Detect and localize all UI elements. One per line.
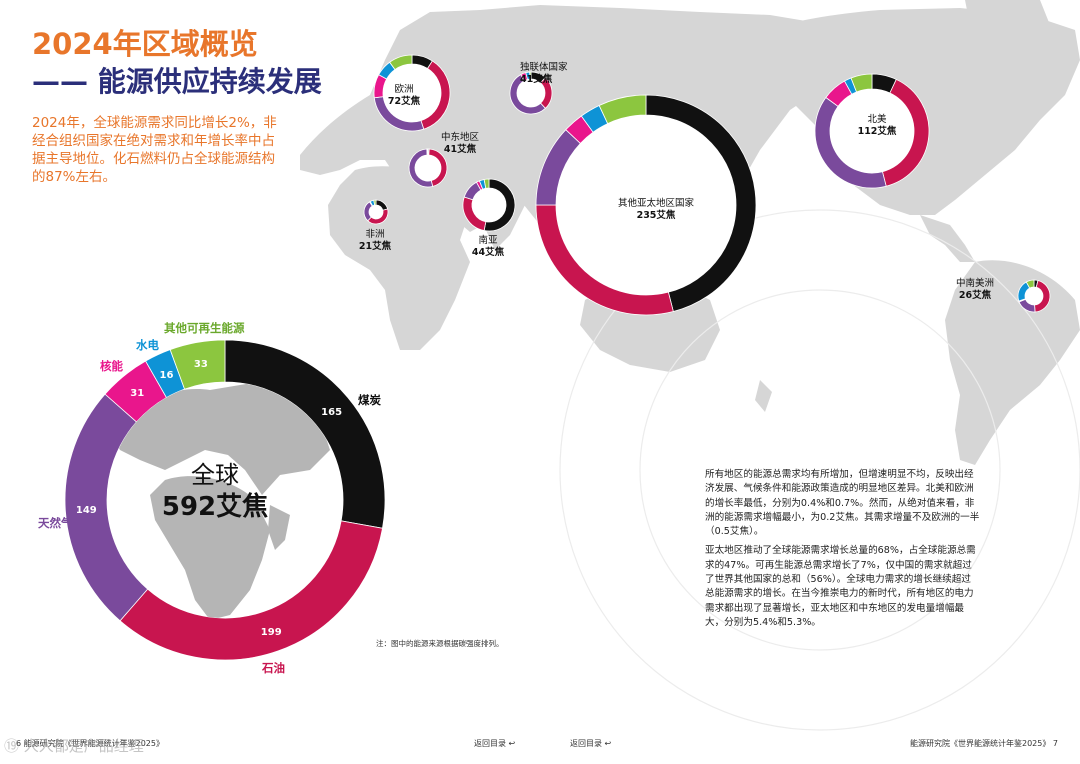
region-south-asia-donut — [462, 178, 516, 232]
footer-left: 6 能源研究院《世界能源统计年鉴2025》 — [16, 739, 164, 748]
region-middle-east-donut — [408, 148, 448, 188]
region-value: 26艾焦 — [958, 290, 992, 301]
region-label-north-america: 北美 112艾焦 — [852, 114, 902, 138]
source-label-gas: 天然气 — [38, 516, 73, 530]
globe-land — [110, 382, 330, 618]
page-subtitle: —— 能源供应持续发展 — [32, 65, 322, 98]
source-label-oil: 石油 — [262, 661, 285, 675]
region-s-c-america-donut — [1017, 279, 1051, 313]
region-europe-donut — [373, 54, 451, 132]
region-value: 21艾焦 — [358, 241, 392, 252]
region-middle-east-donut-hole — [415, 155, 441, 181]
global-value-label-renewables: 33 — [194, 359, 208, 370]
page-title: 2024年区域概览 — [32, 27, 258, 61]
global-value-label-nuclear: 31 — [130, 388, 144, 399]
region-south-asia-segment-renewables — [483, 178, 490, 189]
region-africa-donut — [363, 199, 389, 225]
global-center-label: 全球 592艾焦 — [140, 460, 290, 524]
region-value: 44艾焦 — [471, 247, 505, 258]
footer-right: 能源研究院《世界能源统计年鉴2025》 7 — [910, 739, 1058, 748]
region-name: 非洲 — [365, 229, 385, 240]
source-label-nuclear: 核能 — [100, 359, 123, 373]
region-value: 41艾焦 — [443, 144, 477, 155]
region-label-other-apac: 其他亚太地区国家 235艾焦 — [596, 198, 716, 222]
region-north-america-donut — [814, 73, 930, 189]
region-name: 独联体国家 — [520, 62, 568, 73]
body-text: 所有地区的能源总需求均有所增加，但增速明显不均，反映出经济发展、气候条件和能源政… — [705, 468, 980, 635]
region-label-south-asia: 南亚 44艾焦 — [466, 235, 510, 259]
intro-paragraph: 2024年，全球能源需求同比增长2%，非经合组织国家在绝对需求和年增长率中占据主… — [32, 115, 277, 185]
background-rings — [559, 209, 1080, 731]
region-name: 中东地区 — [440, 132, 479, 143]
body-paragraph-1: 所有地区的能源总需求均有所增加，但增速明显不均，反映出经济发展、气候条件和能源政… — [705, 469, 980, 538]
body-paragraph-2: 亚太地区推动了全球能源需求增长总量的68%，占全球能源总需求的47%。可再生能源… — [705, 545, 976, 628]
region-africa-donut-hole — [369, 205, 383, 219]
global-name: 全球 — [191, 461, 239, 489]
region-label-s-c-america: 中南美洲 26艾焦 — [950, 278, 1000, 302]
region-other-apac-segment-renewables — [598, 94, 647, 125]
region-name: 中南美洲 — [955, 278, 994, 289]
region-north-america-donut-hole — [830, 89, 914, 173]
region-name: 南亚 — [478, 235, 498, 246]
region-other-apac-donut — [535, 94, 757, 316]
region-europe-donut-hole — [383, 64, 441, 122]
region-label-middle-east: 中东地区 41艾焦 — [430, 132, 490, 156]
source-label-renewables: 其他可再生能源 — [164, 321, 245, 335]
global-total: 592艾焦 — [161, 492, 269, 522]
region-value: 235艾焦 — [636, 210, 676, 221]
back-to-contents-link-left[interactable]: 返回目录 ↩ — [474, 739, 516, 748]
source-label-coal: 煤炭 — [358, 393, 381, 407]
region-label-cis: 独联体国家 41艾焦 — [520, 62, 610, 86]
global-donut-chart: 165 199 149 31 16 33 — [64, 339, 386, 661]
region-s-c-america-segment-renewables — [1025, 279, 1035, 289]
chart-note: 注：图中的能源来源根据碳强度排列。 — [376, 639, 504, 648]
region-cis-donut — [509, 71, 553, 115]
region-north-america-segment-renewables — [850, 73, 873, 93]
region-other-apac-donut-hole — [556, 115, 736, 295]
region-name: 其他亚太地区国家 — [617, 198, 694, 209]
global-value-label-coal: 165 — [321, 407, 342, 418]
region-s-c-america-donut-hole — [1025, 287, 1043, 305]
source-label-hydro: 水电 — [136, 338, 159, 352]
region-label-africa: 非洲 21艾焦 — [355, 229, 395, 253]
region-name: 欧洲 — [394, 84, 414, 95]
global-value-label-oil: 199 — [261, 627, 282, 638]
region-africa-segment-renewables — [373, 199, 377, 206]
region-cis-donut-hole — [517, 79, 545, 107]
region-value: 41艾焦 — [520, 74, 553, 85]
watermark: ⑲ 人人都是产品经理 — [4, 737, 144, 755]
back-to-contents-link-right[interactable]: 返回目录 ↩ — [570, 739, 612, 748]
region-label-europe: 欧洲 72艾焦 — [384, 84, 424, 108]
region-europe-segment-renewables — [389, 54, 413, 71]
region-south-asia-donut-hole — [472, 188, 506, 222]
regional-donut-charts — [363, 54, 1051, 316]
global-value-label-hydro: 16 — [160, 370, 174, 381]
global-value-label-gas: 149 — [76, 505, 97, 516]
region-value: 72艾焦 — [387, 96, 421, 107]
region-value: 112艾焦 — [857, 126, 897, 137]
region-name: 北美 — [867, 114, 887, 125]
region-cis-segment-renewables — [529, 71, 532, 80]
